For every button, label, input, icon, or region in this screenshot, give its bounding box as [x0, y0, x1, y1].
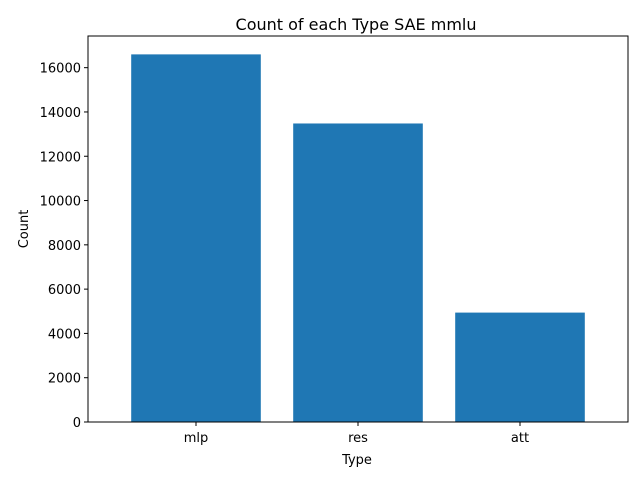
bar-res — [293, 123, 423, 422]
y-tick-label: 2000 — [48, 372, 81, 387]
y-tick-label: 6000 — [48, 283, 81, 298]
x-tick-label-res: res — [348, 431, 368, 446]
bars-group — [131, 54, 585, 422]
y-tick-label: 16000 — [40, 62, 81, 77]
y-axis: 0 2000 4000 6000 8000 10000 12000 14000 16000 — [40, 62, 88, 431]
plot-frame — [87, 35, 629, 423]
x-axis-label: Type — [341, 453, 372, 468]
bar-att — [455, 312, 585, 422]
x-tick-label-mlp: mlp — [184, 431, 209, 446]
y-tick-label: 10000 — [40, 195, 81, 210]
y-tick-label: 8000 — [48, 239, 81, 254]
y-tick-label: 0 — [73, 416, 81, 431]
y-tick-label: 12000 — [40, 150, 81, 165]
x-axis: mlp res att — [184, 422, 529, 446]
y-axis-label: Count — [17, 210, 32, 249]
chart-title: Count of each Type SAE mmlu — [236, 15, 477, 34]
x-tick-label-att: att — [511, 431, 529, 446]
bar-mlp — [131, 54, 261, 422]
y-tick-label: 4000 — [48, 327, 81, 342]
y-tick-label: 14000 — [40, 106, 81, 121]
